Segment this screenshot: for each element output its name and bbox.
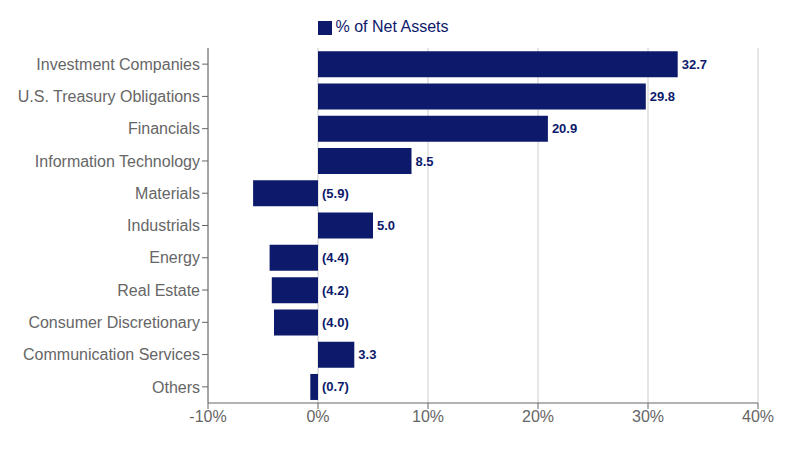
svg-text:32.7: 32.7	[682, 57, 707, 72]
svg-text:0%: 0%	[306, 408, 329, 425]
svg-text:Information Technology: Information Technology	[35, 153, 200, 170]
svg-text:5.0: 5.0	[377, 218, 395, 233]
svg-text:(4.0): (4.0)	[322, 315, 349, 330]
svg-text:10%: 10%	[412, 408, 444, 425]
svg-text:Energy: Energy	[149, 249, 200, 266]
svg-text:(4.2): (4.2)	[322, 283, 349, 298]
svg-text:(4.4): (4.4)	[322, 250, 349, 265]
svg-text:Industrials: Industrials	[127, 217, 200, 234]
svg-text:Materials: Materials	[135, 185, 200, 202]
svg-text:Communication Services: Communication Services	[23, 346, 200, 363]
svg-text:Others: Others	[152, 379, 200, 396]
svg-text:Consumer Discretionary: Consumer Discretionary	[28, 314, 200, 331]
svg-text:20.9: 20.9	[552, 121, 577, 136]
svg-text:Investment Companies: Investment Companies	[36, 56, 200, 73]
svg-text:Real Estate: Real Estate	[117, 282, 200, 299]
svg-text:(5.9): (5.9)	[322, 186, 349, 201]
svg-text:(0.7): (0.7)	[322, 379, 349, 394]
svg-text:40%: 40%	[742, 408, 774, 425]
svg-text:3.3: 3.3	[358, 347, 376, 362]
html-text:% of Net Assets: % of Net Assets	[335, 18, 449, 35]
svg-text:30%: 30%	[632, 408, 664, 425]
svg-text:U.S. Treasury Obligations: U.S. Treasury Obligations	[18, 88, 200, 105]
svg-text:8.5: 8.5	[416, 154, 434, 169]
svg-text:Financials: Financials	[128, 120, 200, 137]
svg-text:20%: 20%	[522, 408, 554, 425]
svg-text:-10%: -10%	[189, 408, 226, 425]
svg-text:29.8: 29.8	[650, 89, 675, 104]
